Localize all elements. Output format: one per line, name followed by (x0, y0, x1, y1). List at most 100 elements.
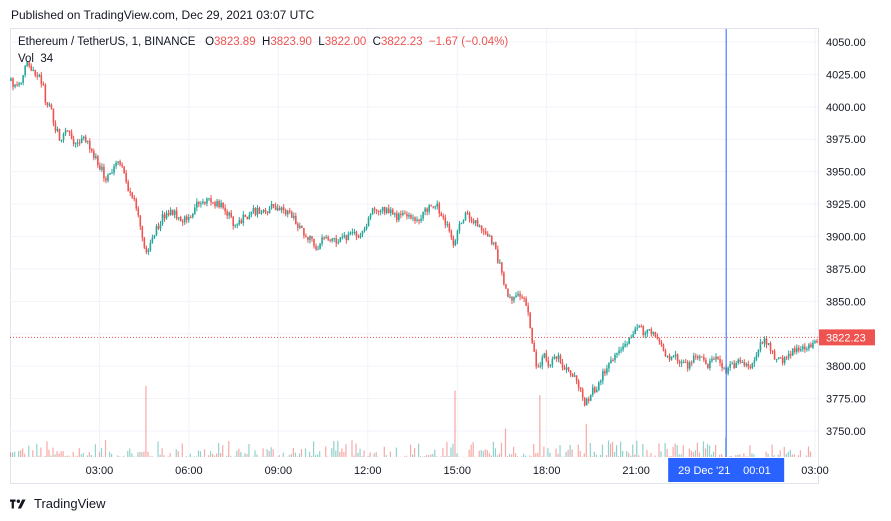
volume-bar (543, 446, 545, 457)
volume-bar (248, 444, 250, 457)
volume-bar (28, 445, 30, 457)
candle-body (414, 217, 416, 221)
volume-bar (157, 441, 159, 457)
candle-body (759, 342, 762, 350)
x-tick-label: 12:00 (354, 465, 382, 477)
candle-body (206, 198, 208, 204)
volume-bar (82, 453, 84, 457)
volume-bar (355, 443, 357, 457)
volume-bar (395, 447, 398, 457)
volume-bar (373, 453, 375, 457)
candle-body (369, 214, 372, 218)
volume-bar (494, 448, 496, 457)
candle-body (299, 226, 301, 228)
candle-body (476, 220, 479, 227)
volume-bar (64, 456, 66, 457)
candle-body (577, 380, 580, 388)
candle-body (765, 338, 768, 345)
y-tick-label: 3800.00 (826, 361, 866, 373)
volume-bar (434, 449, 436, 457)
candle-body (525, 298, 527, 306)
last-price-label: 3822.23 (826, 332, 866, 344)
volume-bar (300, 449, 303, 457)
volume-bar (450, 447, 452, 457)
candle-body (628, 337, 630, 344)
volume-bar (446, 441, 448, 457)
candle-body (656, 336, 659, 339)
candle-body (662, 344, 665, 351)
y-tick-label: 3750.00 (826, 426, 866, 438)
volume-bar (137, 452, 139, 457)
candle-body (91, 149, 93, 152)
candle-body (638, 326, 641, 328)
volume-bar (729, 455, 731, 457)
volume-bar (605, 455, 608, 457)
candle-body (450, 231, 453, 238)
volume-bar (296, 456, 299, 457)
volume-bar (207, 455, 210, 457)
volume-bar (411, 454, 414, 457)
volume-bar (630, 455, 632, 457)
candle-body (149, 242, 152, 251)
volume-bar (177, 451, 179, 457)
volume-bar (345, 444, 347, 457)
candle-body (293, 215, 295, 218)
volume-bar (512, 446, 515, 457)
candle-body (583, 397, 586, 406)
volume-bar (666, 448, 668, 457)
volume-bar (308, 451, 311, 457)
tradingview-brand[interactable]: TradingView (10, 496, 106, 511)
candle-body (258, 207, 261, 214)
candle-body (474, 220, 477, 224)
candle-body (375, 209, 378, 211)
candle-body (640, 326, 643, 328)
candle-body (139, 215, 142, 227)
volume-bar (642, 444, 644, 457)
candle-body (499, 262, 501, 264)
candle-body (111, 172, 113, 174)
candle-body (42, 83, 45, 85)
volume-bar (549, 452, 551, 457)
volume-bar (628, 452, 630, 457)
candle-body (125, 173, 127, 182)
volume-bar (199, 451, 202, 457)
candle-body (220, 202, 222, 208)
y-tick-label: 3875.00 (826, 264, 866, 276)
candle-body (268, 208, 271, 214)
candle-body (337, 242, 340, 244)
volume-bar (609, 443, 612, 457)
candle-body (775, 359, 778, 361)
volume-bar (228, 441, 230, 457)
candle-body (119, 161, 121, 165)
candle-body (755, 355, 758, 361)
volume-bar (282, 452, 284, 457)
volume-bar (498, 453, 501, 457)
candle-body (383, 207, 386, 213)
volume-bar (721, 454, 723, 457)
candle-body (495, 242, 497, 250)
candle-body (167, 213, 170, 215)
candle-body (113, 166, 115, 173)
volume-bar (131, 453, 133, 457)
volume-bar (426, 454, 428, 457)
volume-bar (127, 450, 129, 457)
candle-body (729, 364, 731, 368)
x-tick-label: 09:00 (265, 465, 293, 477)
candle-body (68, 130, 71, 133)
volume-bar (506, 456, 509, 457)
candle-body (323, 237, 325, 239)
volume-bar (62, 451, 64, 457)
candle-body (505, 284, 507, 289)
volume-bar (456, 453, 458, 457)
candle-body (309, 236, 311, 241)
candle-body (16, 84, 18, 86)
volume-bar (739, 454, 741, 457)
volume-bar (385, 455, 387, 457)
volume-bar (230, 455, 232, 457)
volume-bar (272, 449, 274, 457)
candle-body (573, 375, 576, 377)
volume-bar (567, 449, 569, 457)
volume-bar (638, 455, 640, 457)
candle-body (367, 217, 370, 227)
